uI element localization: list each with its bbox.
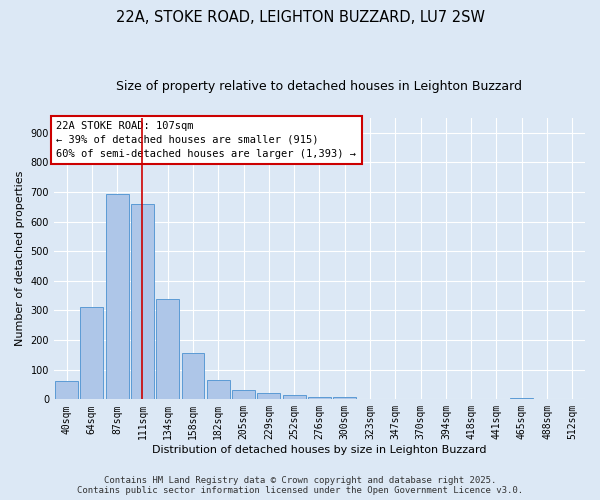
Bar [283, 396, 305, 400]
Bar [106, 194, 128, 400]
Bar [232, 390, 255, 400]
Bar [257, 394, 280, 400]
Bar [334, 397, 356, 400]
Bar [182, 354, 205, 400]
Text: Contains HM Land Registry data © Crown copyright and database right 2025.
Contai: Contains HM Land Registry data © Crown c… [77, 476, 523, 495]
Bar [511, 398, 533, 400]
Text: 22A STOKE ROAD: 107sqm
← 39% of detached houses are smaller (915)
60% of semi-de: 22A STOKE ROAD: 107sqm ← 39% of detached… [56, 120, 356, 158]
Bar [157, 300, 179, 400]
Bar [308, 397, 331, 400]
Bar [80, 306, 103, 400]
Y-axis label: Number of detached properties: Number of detached properties [15, 171, 25, 346]
Title: Size of property relative to detached houses in Leighton Buzzard: Size of property relative to detached ho… [116, 80, 523, 93]
X-axis label: Distribution of detached houses by size in Leighton Buzzard: Distribution of detached houses by size … [152, 445, 487, 455]
Bar [131, 204, 154, 400]
Text: 22A, STOKE ROAD, LEIGHTON BUZZARD, LU7 2SW: 22A, STOKE ROAD, LEIGHTON BUZZARD, LU7 2… [115, 10, 485, 25]
Bar [207, 380, 230, 400]
Bar [55, 380, 78, 400]
